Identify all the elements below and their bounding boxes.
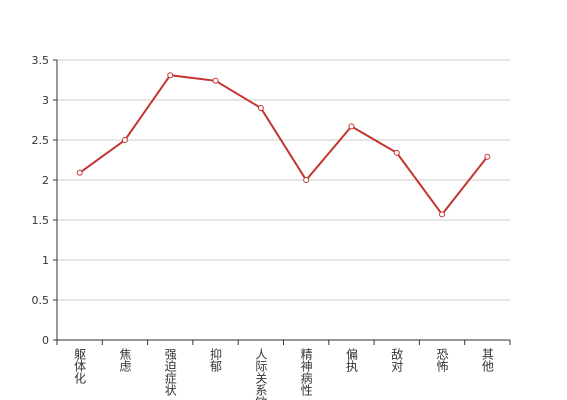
point <box>303 177 310 183</box>
point <box>167 72 174 79</box>
y-tick-label: 1 <box>42 254 49 267</box>
y-tick-label: 3.5 <box>32 54 50 67</box>
x-tick-label: 恐怖 <box>435 348 449 372</box>
x-tick-label: 偏执 <box>344 347 358 373</box>
point <box>121 137 128 143</box>
point <box>484 153 491 160</box>
x-tick-label: 焦虑 <box>118 348 132 372</box>
point <box>348 123 355 130</box>
y-tick-label: 1.5 <box>32 214 50 227</box>
x-tick-label: 躯体化 <box>73 347 87 385</box>
point <box>393 149 400 156</box>
x-tick-label: 强迫症状 <box>163 348 177 396</box>
point <box>257 105 264 111</box>
point <box>76 169 83 176</box>
y-tick-label: 0 <box>42 334 49 347</box>
point <box>439 211 446 218</box>
x-tick-label: 敌对 <box>390 347 404 372</box>
point <box>212 77 219 84</box>
x-tick-label: 人际关系敏感 <box>254 348 268 400</box>
x-tick-label: 其他 <box>480 348 494 372</box>
line <box>79 74 489 217</box>
x-tick-label: 抑郁 <box>209 347 223 373</box>
y-tick-label: 2.5 <box>32 134 50 147</box>
y-tick-label: 2 <box>42 174 49 187</box>
y-tick-label: 0.5 <box>32 294 50 307</box>
x-tick-label: 精神病性 <box>299 348 313 397</box>
y-tick-label: 3 <box>42 94 49 107</box>
